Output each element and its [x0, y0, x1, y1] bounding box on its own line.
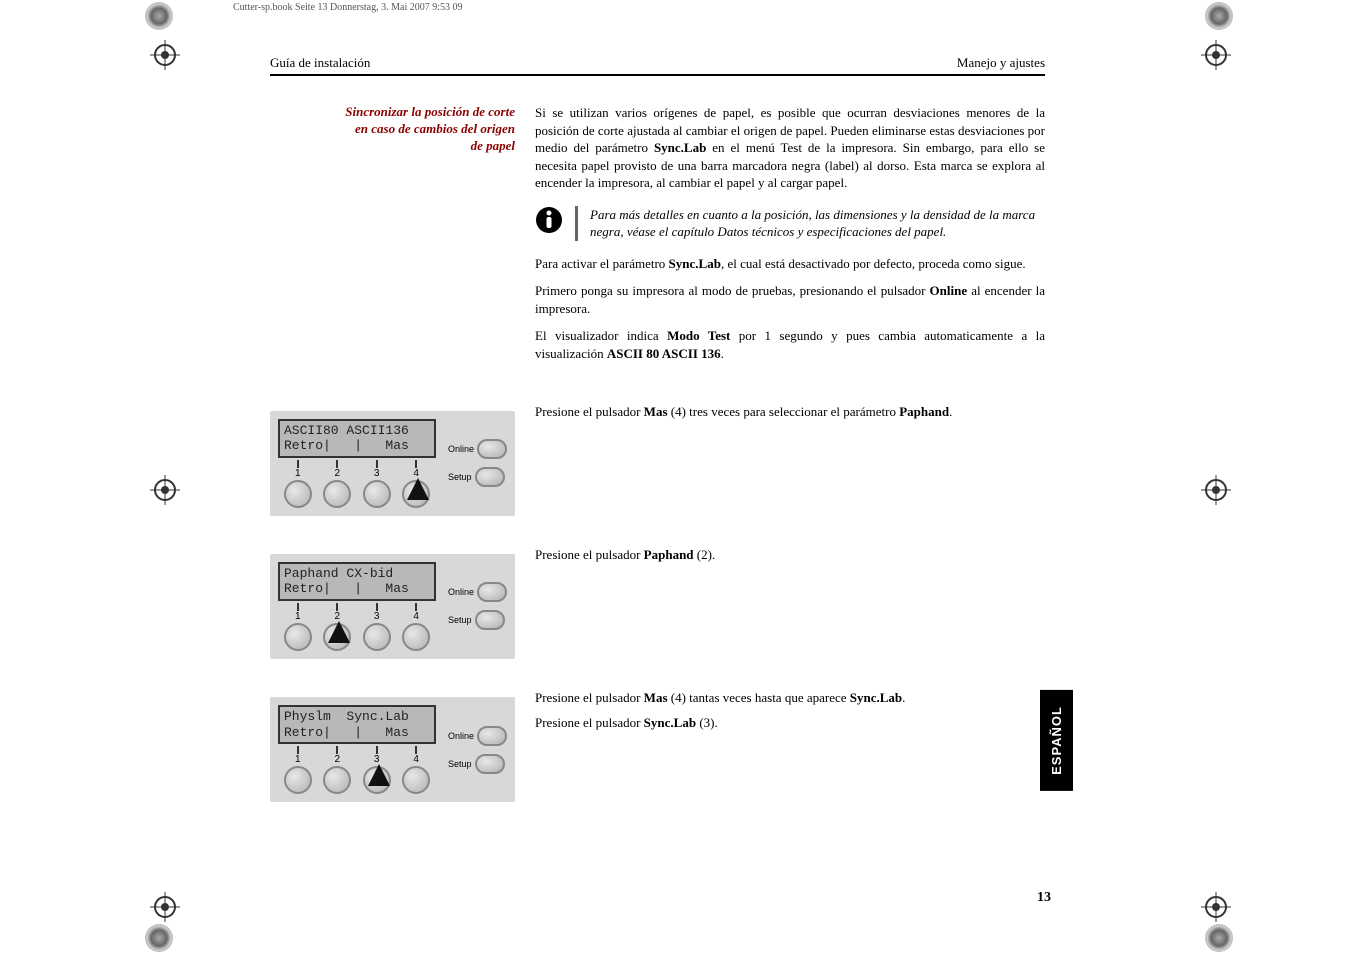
paragraph-display: El visualizador indica Modo Test por 1 s…: [535, 327, 1045, 362]
online-label: Online: [448, 444, 474, 454]
paragraph-activate: Para activar el parámetro Sync.Lab, el c…: [535, 255, 1045, 273]
panel-button-4: [402, 623, 430, 651]
online-button: [477, 582, 507, 602]
panel-button-3: [363, 480, 391, 508]
info-icon: [535, 206, 563, 238]
panel-button-2: [323, 766, 351, 794]
control-panel-3: Physlm Sync.Lab Retro| | Mas 1 2 3 4 Onl…: [270, 697, 515, 802]
online-button: [477, 439, 507, 459]
setup-button: [475, 754, 505, 774]
registration-mark-icon: [1201, 892, 1231, 922]
page-content: Guía de instalación Manejo y ajustes Sin…: [270, 55, 1045, 802]
crop-mark-bl: [145, 924, 173, 952]
control-panel-1: ASCII80 ASCII136 Retro| | Mas 1 2 3 4 On…: [270, 411, 515, 516]
section-subtitle: Sincronizar la posición de corte en caso…: [270, 104, 515, 155]
info-text: Para más detalles en cuanto a la posició…: [590, 206, 1045, 241]
step-row-1: ASCII80 ASCII136 Retro| | Mas 1 2 3 4 On…: [270, 403, 1045, 516]
panel-button-2: [323, 480, 351, 508]
online-button: [477, 726, 507, 746]
setup-label: Setup: [448, 472, 472, 482]
language-tab: ESPAÑOL: [1040, 690, 1073, 791]
panel-button-1: [284, 623, 312, 651]
lcd-display-3: Physlm Sync.Lab Retro| | Mas: [278, 705, 436, 744]
step-3-text: Presione el pulsador Mas (4) tantas vece…: [535, 689, 1045, 802]
step-row-2: Paphand CX-bid Retro| | Mas 1 2 3 4 Onli…: [270, 546, 1045, 659]
panel-button-1: [284, 480, 312, 508]
registration-mark-icon: [150, 475, 180, 505]
control-panel-2: Paphand CX-bid Retro| | Mas 1 2 3 4 Onli…: [270, 554, 515, 659]
page-number: 13: [1037, 890, 1051, 906]
paragraph-testmode: Primero ponga su impresora al modo de pr…: [535, 282, 1045, 317]
crop-mark-tr: [1205, 2, 1233, 30]
crop-mark-tl: [145, 2, 173, 30]
lcd-display-1: ASCII80 ASCII136 Retro| | Mas: [278, 419, 436, 458]
file-meta-header: Cutter-sp.book Seite 13 Donnerstag, 3. M…: [233, 2, 463, 13]
setup-button: [475, 467, 505, 487]
panel-button-3: [363, 623, 391, 651]
panel-button-1: [284, 766, 312, 794]
registration-mark-icon: [150, 40, 180, 70]
step-row-3: Physlm Sync.Lab Retro| | Mas 1 2 3 4 Onl…: [270, 689, 1045, 802]
registration-mark-icon: [150, 892, 180, 922]
step-2-text: Presione el pulsador Paphand (2).: [535, 546, 1045, 659]
registration-mark-icon: [1201, 40, 1231, 70]
info-callout: Para más detalles en cuanto a la posició…: [535, 206, 1045, 241]
crop-mark-br: [1205, 924, 1233, 952]
setup-button: [475, 610, 505, 630]
panel-button-3-active: [363, 766, 391, 794]
header-left: Guía de instalación: [270, 55, 370, 71]
paragraph-intro: Si se utilizan varios orígenes de papel,…: [535, 104, 1045, 192]
lcd-display-2: Paphand CX-bid Retro| | Mas: [278, 562, 436, 601]
panel-button-4: [402, 766, 430, 794]
panel-button-2-active: [323, 623, 351, 651]
step-1-text: Presione el pulsador Mas (4) tres veces …: [535, 403, 1045, 516]
header-right: Manejo y ajustes: [957, 55, 1045, 71]
page-header: Guía de instalación Manejo y ajustes: [270, 55, 1045, 76]
info-divider: [575, 206, 578, 241]
registration-mark-icon: [1201, 475, 1231, 505]
panel-button-4-active: [402, 480, 430, 508]
